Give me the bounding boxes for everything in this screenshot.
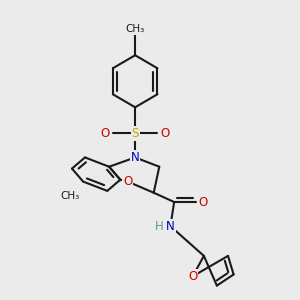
Text: N: N <box>131 151 140 164</box>
Text: H: H <box>155 220 164 233</box>
Text: O: O <box>100 127 110 140</box>
Text: S: S <box>131 127 139 140</box>
Text: O: O <box>188 270 197 283</box>
Text: O: O <box>160 127 170 140</box>
Text: N: N <box>166 220 175 233</box>
Text: O: O <box>198 196 208 208</box>
Text: CH₃: CH₃ <box>61 191 80 201</box>
Text: CH₃: CH₃ <box>125 24 145 34</box>
Text: O: O <box>123 175 132 188</box>
